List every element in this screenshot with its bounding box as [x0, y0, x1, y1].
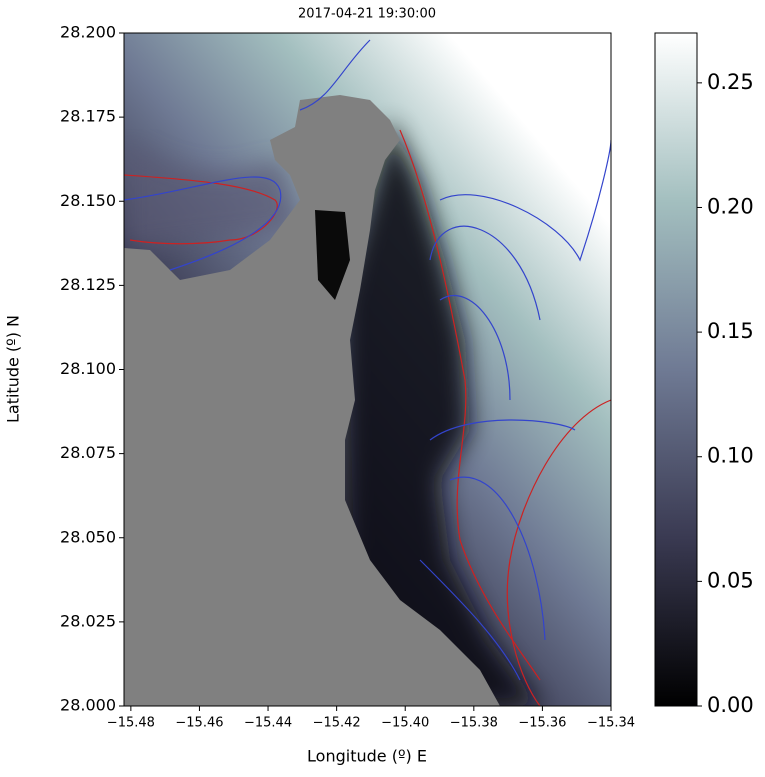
colorbar-tick-label: 0.00 [707, 693, 754, 717]
x-tick-label: −15.38 [450, 716, 498, 731]
x-tick-label: −15.48 [107, 716, 155, 731]
y-tick-label: 28.050 [60, 527, 116, 546]
y-tick-label: 28.200 [60, 23, 116, 42]
y-tick-label: 28.100 [60, 359, 116, 378]
y-tick-label: 28.000 [60, 696, 116, 715]
y-tick-label: 28.125 [60, 275, 116, 294]
colorbar-tick-label: 0.15 [707, 319, 754, 343]
colorbar [654, 32, 698, 707]
y-tick-label: 28.150 [60, 191, 116, 210]
x-tick-label: −15.46 [175, 716, 223, 731]
colorbar-tick-label: 0.10 [707, 444, 754, 468]
y-tick-label: 28.075 [60, 443, 116, 462]
chart-title: 2017-04-21 19:30:00 [298, 7, 436, 22]
y-tick-label: 28.175 [60, 107, 116, 126]
land [124, 95, 500, 706]
colorbar-tick-label: 0.05 [707, 568, 754, 592]
y-tick-label: 28.025 [60, 611, 116, 630]
x-tick-label: −15.44 [244, 716, 292, 731]
fronts [124, 39, 611, 706]
shade [340, 120, 540, 706]
x-tick-label: −15.42 [313, 716, 361, 731]
colorbar-tick-label: 0.20 [707, 194, 754, 218]
colorbar-tick-label: 0.25 [707, 70, 754, 94]
harbor [315, 210, 350, 300]
x-tick-label: −15.40 [381, 716, 429, 731]
x-axis-label: Longitude (º) E [307, 747, 427, 766]
shade [124, 140, 300, 250]
x-tick-label: −15.36 [518, 716, 566, 731]
field [124, 33, 611, 706]
y-axis-label: Latitude (º) N [4, 315, 23, 423]
x-tick-label: −15.34 [587, 716, 635, 731]
